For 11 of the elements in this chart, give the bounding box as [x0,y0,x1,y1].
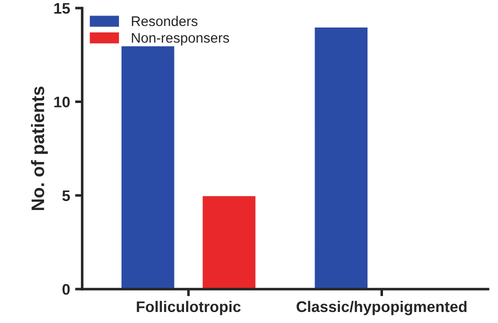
x-tick-label: Folliculotropic [136,300,241,316]
x-tick-label: Classic/hypopigmented [296,300,466,316]
y-tick-label: 10 [54,96,70,108]
bar [313,26,369,290]
y-tick-label: 15 [54,3,70,14]
y-tick-label: 5 [62,190,70,202]
y-tick-label: 0 [62,284,70,295]
bar [201,194,257,290]
legend-label: Resonders [132,16,198,26]
y-axis-title: No. of patients [30,86,48,210]
legend-label: Non-responsers [132,33,230,46]
